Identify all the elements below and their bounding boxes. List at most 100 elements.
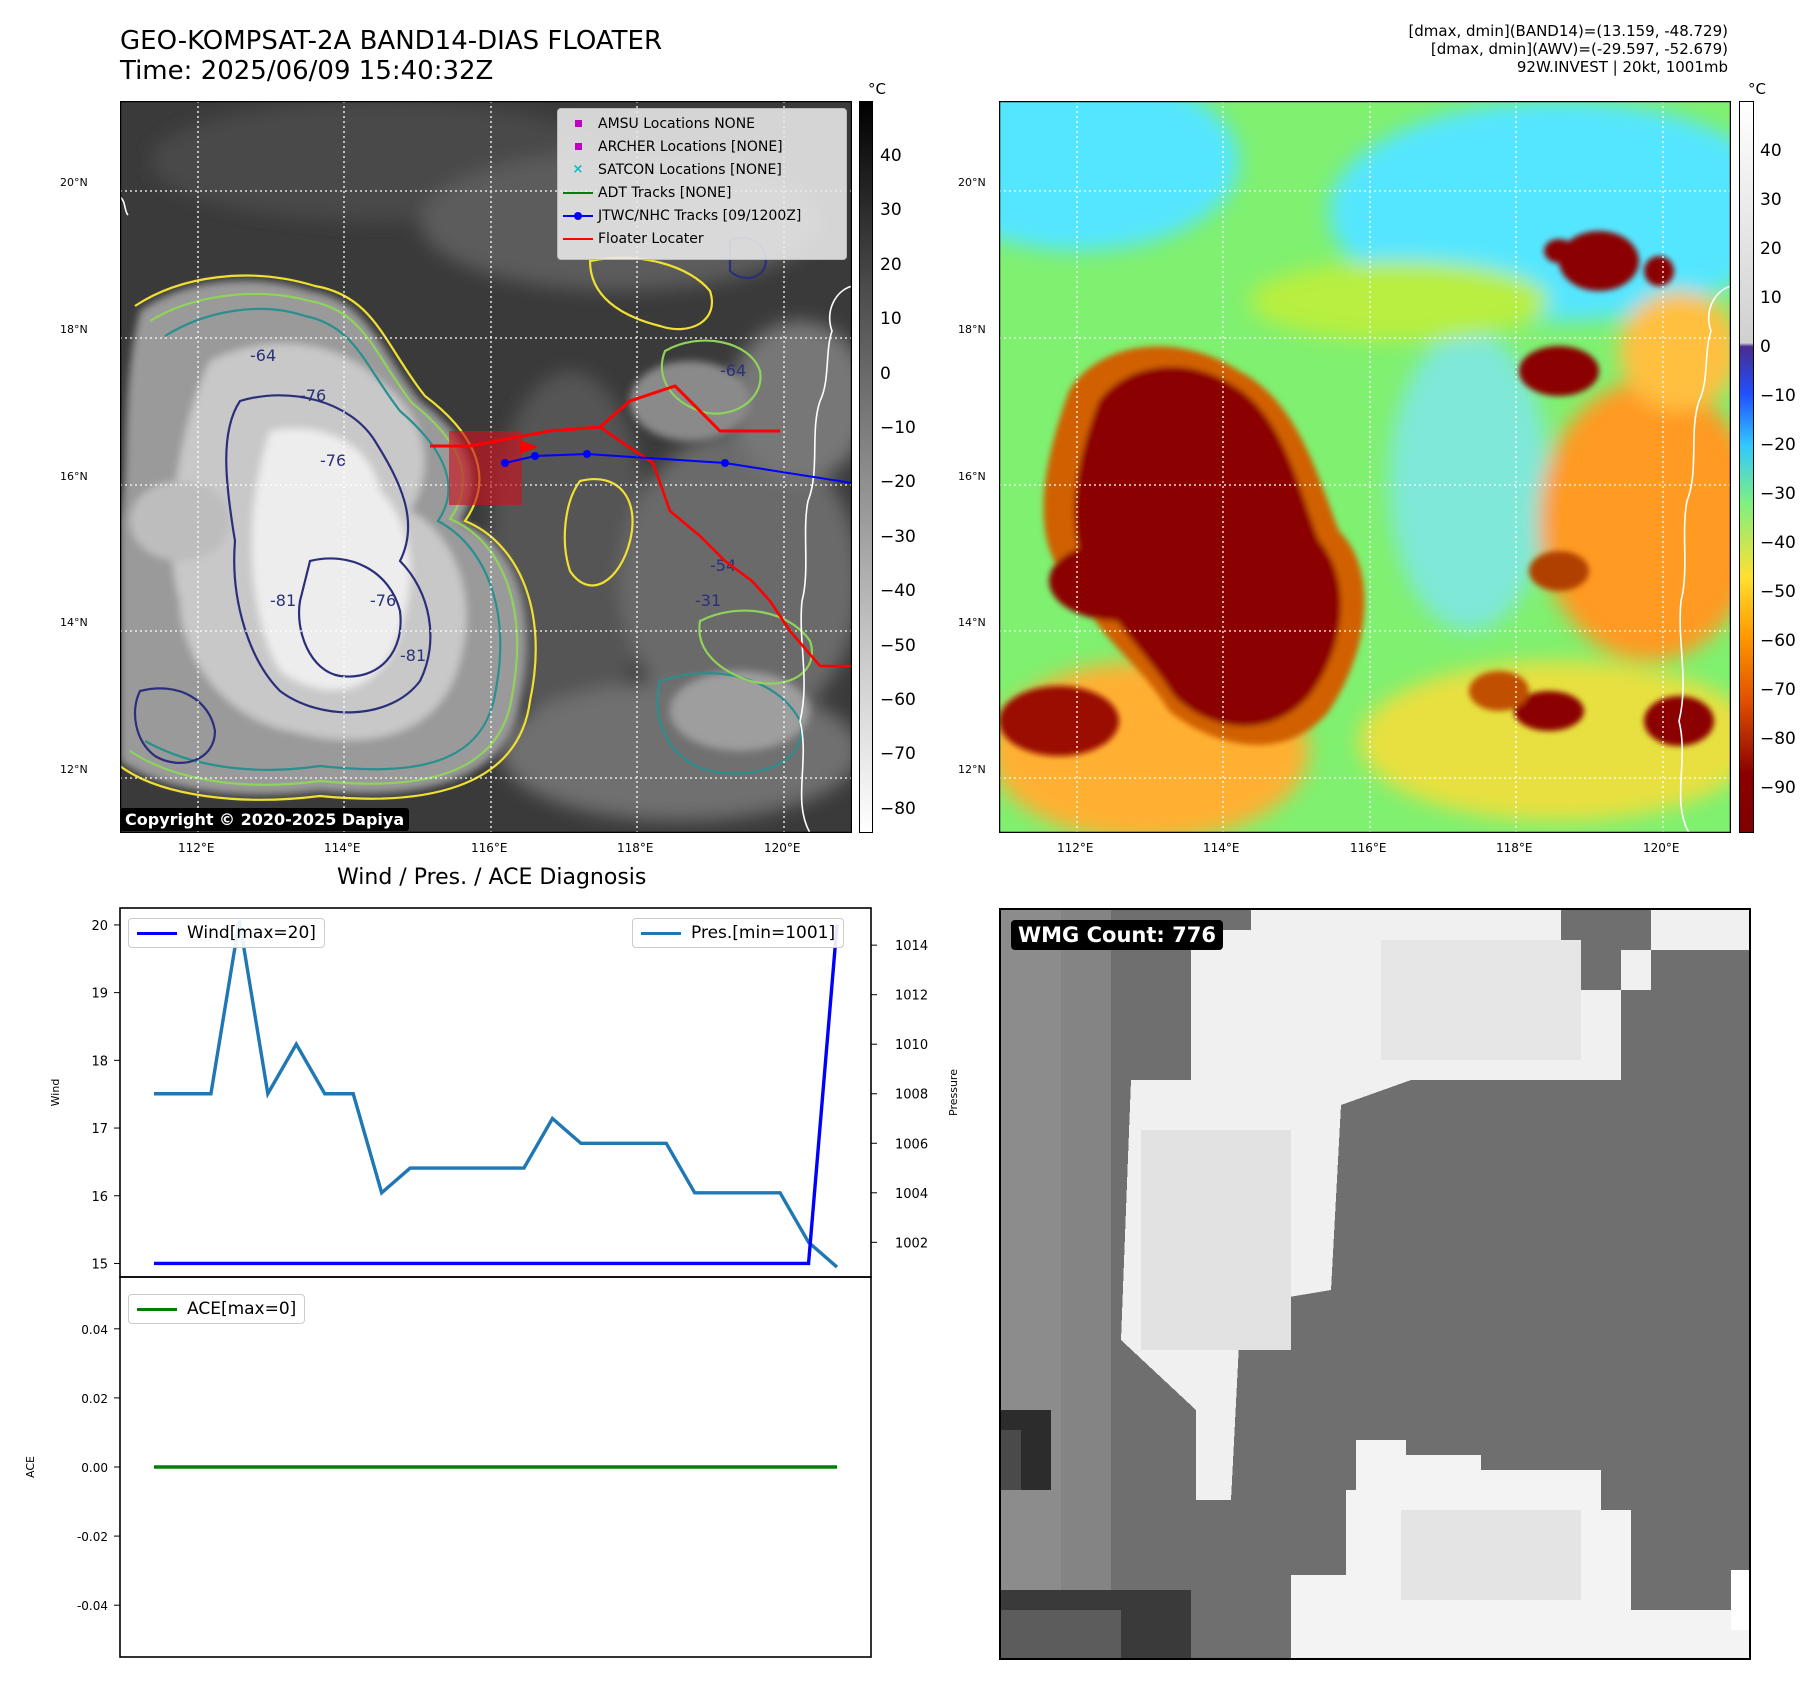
info-line-storm: 92W.INVEST | 20kt, 1001mb — [1516, 58, 1728, 76]
colorbar-tick: −20 — [1760, 435, 1796, 455]
wind-legend-label: Wind[max=20] — [187, 923, 316, 943]
awv-coastline — [1678, 285, 1732, 834]
ir-lon-label: 114°E — [324, 841, 361, 855]
ir-lon-label: 116°E — [471, 841, 508, 855]
line-marker-icon — [563, 191, 593, 194]
ir-temperature-contours — [119, 236, 813, 801]
ace-legend-label: ACE[max=0] — [187, 1299, 297, 1319]
pressure-legend: Pres.[min=1001] — [632, 918, 845, 948]
colorbar-tick: −60 — [1760, 631, 1796, 651]
legend-label: JTWC/NHC Tracks [09/1200Z] — [598, 207, 802, 224]
colorbar-tick: −70 — [1760, 680, 1796, 700]
figure-title-line2: Time: 2025/06/09 15:40:32Z — [120, 56, 494, 86]
pressure-tick-label: 1006 — [895, 1137, 928, 1152]
awv-lon-label: 114°E — [1203, 841, 1240, 855]
x-marker-icon: × — [572, 162, 584, 177]
ir-lat-label: 18°N — [60, 323, 88, 336]
pressure-axis-title: Pressure — [947, 1069, 960, 1116]
colorbar-tick: −10 — [1760, 386, 1796, 406]
colorbar-tick: 40 — [880, 146, 902, 166]
colorbar-tick: 10 — [1760, 288, 1782, 308]
colorbar-tick: 10 — [880, 309, 902, 329]
colorbar-tick: −50 — [1760, 582, 1796, 602]
figure-title-line1: GEO-KOMPSAT-2A BAND14-DIAS FLOATER — [120, 26, 663, 56]
legend-label: SATCON Locations [NONE] — [598, 161, 782, 178]
awv-colorbar-ticks: 40 30 20 10 0 −10 −20 −30 −40 −50 −60 −7… — [1760, 101, 1810, 833]
wind-series-line — [154, 924, 839, 1266]
colorbar-tick: −20 — [880, 472, 916, 492]
ace-tick-label: -0.02 — [77, 1530, 108, 1544]
wind-tick-label: 16 — [91, 1190, 108, 1205]
legend-item-jtwc: JTWC/NHC Tracks [09/1200Z] — [558, 204, 846, 227]
awv-colorbar — [1739, 101, 1754, 833]
awv-colorbar-unit: °C — [1748, 80, 1766, 98]
ace-legend: ACE[max=0] — [128, 1294, 306, 1324]
contour-label: -76 — [370, 591, 396, 610]
ace-axis-title: ACE — [24, 1456, 37, 1478]
colorbar-tick: −90 — [1760, 778, 1796, 798]
awv-lon-label: 118°E — [1496, 841, 1533, 855]
ir-lat-label: 20°N — [60, 176, 88, 189]
colorbar-tick: 20 — [880, 255, 902, 275]
legend-label: Floater Locater — [598, 230, 704, 247]
wmg-image-panel — [999, 908, 1751, 1660]
colorbar-tick: 0 — [880, 364, 891, 384]
ace-tick-label: 0.04 — [81, 1323, 108, 1337]
pressure-tick-label: 1008 — [895, 1088, 928, 1103]
awv-lon-label: 120°E — [1643, 841, 1680, 855]
legend-label: AMSU Locations NONE — [598, 115, 756, 132]
ace-tick-label: 0.00 — [81, 1461, 108, 1475]
square-marker-icon — [574, 120, 582, 127]
colorbar-tick: −50 — [880, 636, 916, 656]
colorbar-tick: 0 — [1760, 337, 1771, 357]
ir-legend: AMSU Locations NONE ARCHER Locations [NO… — [557, 108, 847, 260]
colorbar-tick: −30 — [880, 527, 916, 547]
colorbar-tick: −60 — [880, 690, 916, 710]
ir-colorbar-unit: °C — [868, 80, 886, 98]
awv-image — [919, 71, 1789, 841]
colorbar-tick: 30 — [1760, 190, 1782, 210]
ir-colorbar-ticks: 40 30 20 10 0 −10 −20 −30 −40 −50 −60 −7… — [880, 101, 930, 833]
colorbar-tick: −40 — [1760, 533, 1796, 553]
ir-lon-label: 112°E — [178, 841, 215, 855]
legend-label: ARCHER Locations [NONE] — [598, 138, 783, 155]
colorbar-tick: −30 — [1760, 484, 1796, 504]
legend-item-satcon: × SATCON Locations [NONE] — [558, 158, 846, 181]
awv-lat-label: 12°N — [958, 763, 986, 776]
awv-dry-cold-tops — [999, 231, 1714, 756]
colorbar-tick: 40 — [1760, 141, 1782, 161]
pressure-tick-label: 1012 — [895, 989, 928, 1004]
wmg-count-badge: WMG Count: 776 — [1011, 920, 1223, 950]
ace-tick-label: -0.04 — [77, 1599, 108, 1613]
pressure-series-line — [154, 920, 839, 1269]
wind-tick-label: 18 — [91, 1054, 108, 1069]
square-marker-icon — [574, 143, 582, 150]
info-line-awv: [dmax, dmin](AWV)=(-29.597, -52.679) — [1430, 40, 1728, 58]
pressure-tick-label: 1014 — [895, 939, 928, 954]
legend-item-floater: Floater Locater — [558, 227, 846, 250]
diagnosis-title: Wind / Pres. / ACE Diagnosis — [337, 865, 647, 890]
ir-lat-label: 16°N — [60, 470, 88, 483]
copyright-badge: Copyright © 2020-2025 Dapiya — [120, 808, 410, 831]
pressure-legend-label: Pres.[min=1001] — [691, 923, 836, 943]
colorbar-tick: 20 — [1760, 239, 1782, 259]
contour-label: -76 — [320, 451, 346, 470]
contour-label: -64 — [720, 361, 746, 380]
colorbar-tick: −70 — [880, 744, 916, 764]
legend-item-amsu: AMSU Locations NONE — [558, 112, 846, 135]
diagnosis-chart: 15 16 17 18 19 20 1002 1004 1006 1008 1010 1012 1014… — [24, 907, 960, 1658]
wmg-image — [1001, 910, 1749, 1658]
jtwc-track-points — [501, 450, 729, 467]
wind-tick-label: 17 — [91, 1122, 108, 1137]
legend-item-adt: ADT Tracks [NONE] — [558, 181, 846, 204]
ace-tick-label: 0.02 — [81, 1392, 108, 1406]
info-block: [dmax, dmin](BAND14)=(13.159, -48.729) [… — [1408, 22, 1728, 76]
wind-legend-line-icon — [137, 931, 177, 935]
ir-contour-labels: -64 -76 -81 -54 -31 -76 -64 -76 -81 — [250, 346, 746, 665]
contour-label: -76 — [300, 386, 326, 405]
floater-locater-track — [430, 384, 780, 448]
colorbar-tick: −80 — [1760, 729, 1796, 749]
legend-label: ADT Tracks [NONE] — [598, 184, 732, 201]
ir-lat-label: 12°N — [60, 763, 88, 776]
wind-tick-label: 15 — [91, 1257, 108, 1272]
